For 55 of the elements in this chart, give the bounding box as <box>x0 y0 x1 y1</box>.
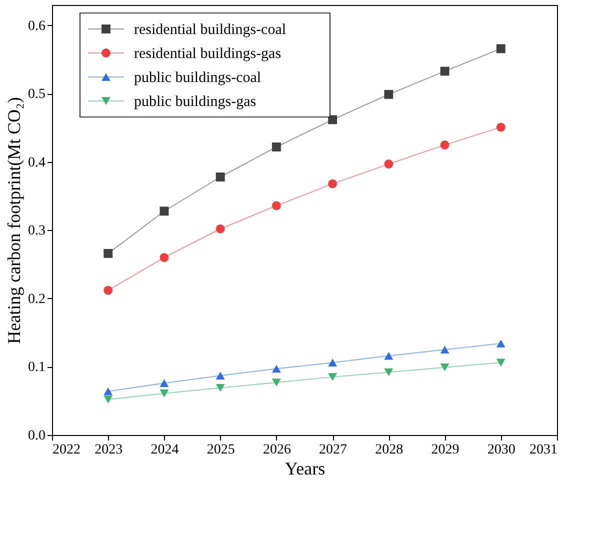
x-axis-title: Years <box>284 458 326 478</box>
point <box>496 340 506 348</box>
y-tick-label: 0.0 <box>28 428 46 444</box>
x-tick-label: 2023 <box>94 442 123 458</box>
point <box>272 201 281 210</box>
point <box>328 115 338 124</box>
point <box>328 358 338 367</box>
point <box>216 384 225 392</box>
point <box>272 378 281 386</box>
point <box>104 286 113 295</box>
point <box>160 379 169 387</box>
legend-label: public buildings-gas <box>134 94 256 110</box>
point <box>440 140 450 150</box>
point <box>272 364 281 373</box>
point <box>328 373 338 381</box>
point <box>160 206 169 216</box>
point <box>216 172 225 182</box>
x-tick-label: 2028 <box>375 442 404 458</box>
point <box>104 248 113 258</box>
point <box>104 387 113 396</box>
x-tick-label: 2027 <box>319 442 348 458</box>
y-tick-label: 0.3 <box>28 224 46 239</box>
point <box>216 372 225 380</box>
y-tick-label: 0.4 <box>28 155 46 170</box>
y-axis-title: Heating carbon footprint(Mt CO₂) <box>4 97 24 344</box>
x-tick-label: 2030 <box>487 442 516 458</box>
point <box>272 142 281 152</box>
x-tick-label: 2029 <box>431 442 460 458</box>
point <box>496 44 506 54</box>
point <box>384 368 394 376</box>
point <box>328 179 338 188</box>
point <box>160 389 169 398</box>
y-tick-label: 0.2 <box>28 292 46 307</box>
point <box>160 253 169 262</box>
legend-label: public buildings-coal <box>134 70 262 86</box>
point <box>384 352 394 360</box>
legend-label: residential buildings-gas <box>134 46 282 62</box>
legend-label: residential buildings-coal <box>134 22 286 38</box>
x-tick-label: 2024 <box>150 442 179 458</box>
x-tick-label: 2031 <box>530 442 558 458</box>
point <box>216 224 225 234</box>
x-tick-label: 2025 <box>206 442 235 458</box>
point <box>496 358 506 367</box>
point <box>440 66 450 76</box>
x-tick-label: 2022 <box>52 442 80 458</box>
y-tick-label: 0.5 <box>28 87 46 102</box>
point <box>496 122 506 132</box>
point <box>440 364 450 372</box>
y-tick-label: 0.6 <box>28 18 46 34</box>
point <box>384 90 394 99</box>
y-tick-label: 0.1 <box>28 360 46 376</box>
point <box>384 160 394 168</box>
point <box>104 396 113 404</box>
x-tick-label: 2026 <box>262 442 291 458</box>
point <box>440 346 450 354</box>
